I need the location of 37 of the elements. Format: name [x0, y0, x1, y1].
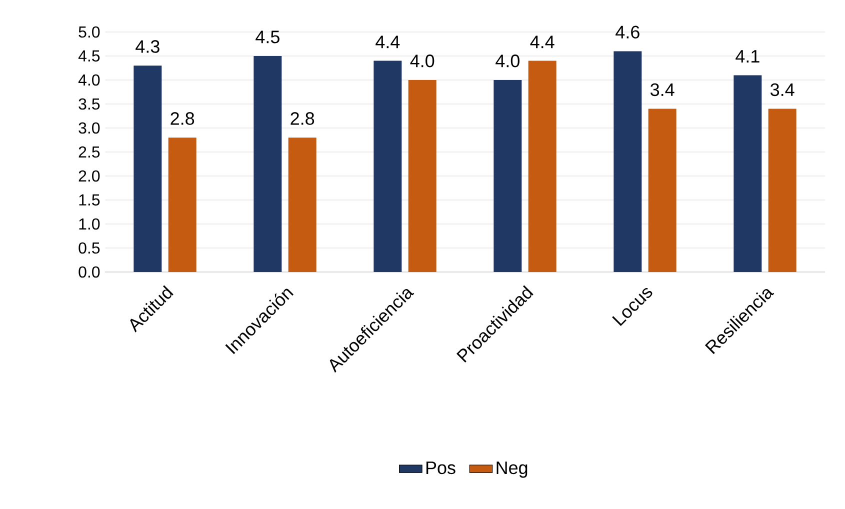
bar: [254, 56, 282, 272]
data-label: 4.0: [410, 54, 434, 68]
legend-label: Neg: [496, 462, 528, 478]
data-label: 4.4: [530, 36, 554, 48]
y-tick-label: 1.5: [79, 194, 100, 206]
y-tick-label: 5.0: [78, 26, 100, 38]
data-label: 2.8: [170, 112, 194, 125]
y-tick-label: 0.5: [78, 242, 100, 254]
data-label: 4.0: [496, 54, 520, 68]
bar: [134, 66, 162, 272]
data-label: 4.6: [616, 26, 640, 38]
y-tick-label: 3.0: [78, 122, 100, 134]
bar: [494, 80, 522, 272]
data-label: 3.4: [650, 83, 674, 96]
y-tick-label: 3.5: [78, 98, 100, 110]
bar: [734, 75, 762, 272]
data-label: 3.4: [770, 83, 794, 96]
bar: [288, 138, 316, 272]
y-tick-label: 2.0: [78, 170, 100, 182]
y-tick-label: 1.0: [79, 218, 100, 230]
legend-label: Pos: [426, 462, 456, 474]
y-tick-label: 4.5: [78, 50, 100, 62]
bar: [528, 60, 556, 272]
y-tick-label: 0.0: [78, 266, 100, 278]
bar: [768, 108, 796, 272]
bar: [374, 60, 402, 272]
y-tick-label: 4.0: [78, 74, 100, 86]
bar: [648, 108, 676, 272]
data-label: 2.8: [290, 112, 314, 125]
data-label: 4.5: [256, 30, 280, 44]
data-label: 4.3: [136, 40, 160, 53]
bar: [408, 80, 436, 272]
bar: [614, 51, 642, 272]
bar: [168, 138, 196, 272]
data-label: 4.4: [376, 36, 400, 48]
y-tick-label: 2.5: [78, 146, 100, 158]
data-label: 4.1: [736, 50, 760, 62]
